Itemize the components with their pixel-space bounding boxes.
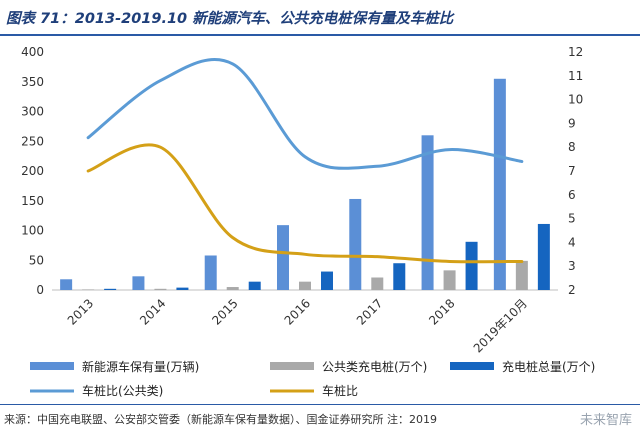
bar-ev bbox=[132, 276, 145, 290]
bar-total_pile bbox=[176, 287, 189, 290]
source-bar: 来源：中国充电联盟、公安部交管委（新能源车保有量数据）、国金证券研究所 注：20… bbox=[0, 404, 640, 440]
bar-total_pile bbox=[393, 263, 406, 290]
bar-public_pile bbox=[371, 277, 384, 290]
bar-public_pile bbox=[299, 281, 311, 290]
legend-label: 充电桩总量(万个) bbox=[502, 359, 595, 374]
bar-ev bbox=[204, 255, 217, 290]
y-tick-label-left: 250 bbox=[21, 134, 44, 148]
y-tick-label-right: 12 bbox=[568, 45, 583, 59]
chart-title: 图表 71：2013-2019.10 新能源汽车、公共充电桩保有量及车桩比 bbox=[6, 11, 454, 27]
y-tick-label-left: 150 bbox=[21, 194, 44, 208]
bar-total_pile bbox=[465, 241, 478, 290]
x-tick-label: 2014 bbox=[137, 296, 168, 327]
y-tick-label-left: 200 bbox=[21, 164, 44, 178]
legend-swatch-total_pile bbox=[450, 362, 494, 370]
bar-total_pile bbox=[104, 288, 117, 290]
x-tick-label: 2016 bbox=[282, 296, 313, 327]
bar-public_pile bbox=[82, 289, 95, 290]
y-tick-label-left: 100 bbox=[21, 224, 44, 238]
title-bar: 图表 71：2013-2019.10 新能源汽车、公共充电桩保有量及车桩比 bbox=[0, 0, 640, 36]
x-tick-label: 2018 bbox=[426, 296, 457, 327]
y-tick-label-left: 300 bbox=[21, 105, 44, 119]
y-tick-label-right: 5 bbox=[568, 212, 576, 226]
bar-ev bbox=[277, 225, 289, 290]
bar-total_pile bbox=[537, 223, 550, 290]
bar-total_pile bbox=[321, 271, 333, 290]
watermark: 未来智库 bbox=[579, 413, 632, 428]
legend-label: 新能源车保有量(万辆) bbox=[82, 359, 199, 374]
bar-public_pile bbox=[226, 287, 239, 290]
bar-ev bbox=[60, 279, 73, 290]
bar-ev bbox=[493, 78, 506, 291]
legend-label: 车桩比 bbox=[322, 383, 358, 398]
bar-ev bbox=[349, 198, 362, 290]
y-tick-label-right: 4 bbox=[568, 235, 576, 249]
x-tick-label: 2017 bbox=[354, 296, 385, 327]
y-tick-label-right: 6 bbox=[568, 188, 576, 202]
x-tick-label: 2019年10月 bbox=[471, 296, 530, 355]
source-note: 来源：中国充电联盟、公安部交管委（新能源车保有量数据）、国金证券研究所 注：20… bbox=[4, 413, 437, 426]
y-tick-label-left: 0 bbox=[36, 283, 44, 297]
x-tick-label: 2015 bbox=[209, 296, 240, 327]
bar-total_pile bbox=[248, 281, 261, 290]
y-tick-label-right: 8 bbox=[568, 140, 576, 154]
legend-label: 公共类充电桩(万个) bbox=[322, 359, 427, 374]
bar-public_pile bbox=[154, 288, 167, 290]
y-tick-label-right: 10 bbox=[568, 93, 583, 107]
y-tick-label-right: 3 bbox=[568, 259, 576, 273]
y-tick-label-right: 9 bbox=[568, 116, 576, 130]
y-tick-label-left: 400 bbox=[21, 45, 44, 59]
y-tick-label-left: 350 bbox=[21, 75, 44, 89]
bar-ev bbox=[421, 135, 434, 290]
y-tick-label-left: 50 bbox=[29, 253, 44, 267]
legend-swatch-ev bbox=[30, 362, 74, 370]
chart: 0 50 100 150 200 250 300 350 400 2 3 4 5 6 7 8 9 10 11 12 20… bbox=[21, 45, 595, 398]
line-ratio bbox=[86, 143, 524, 264]
x-tick-label: 2013 bbox=[65, 296, 96, 327]
y-tick-label-right: 7 bbox=[568, 164, 576, 178]
bar-public_pile bbox=[515, 260, 528, 290]
bar-public_pile bbox=[443, 270, 456, 290]
legend-label: 车桩比(公共类) bbox=[82, 383, 163, 398]
y-tick-label-right: 2 bbox=[568, 283, 576, 297]
line-ratio_public bbox=[86, 58, 524, 170]
y-tick-label-right: 11 bbox=[568, 69, 583, 83]
legend-swatch-public_pile bbox=[270, 362, 314, 370]
